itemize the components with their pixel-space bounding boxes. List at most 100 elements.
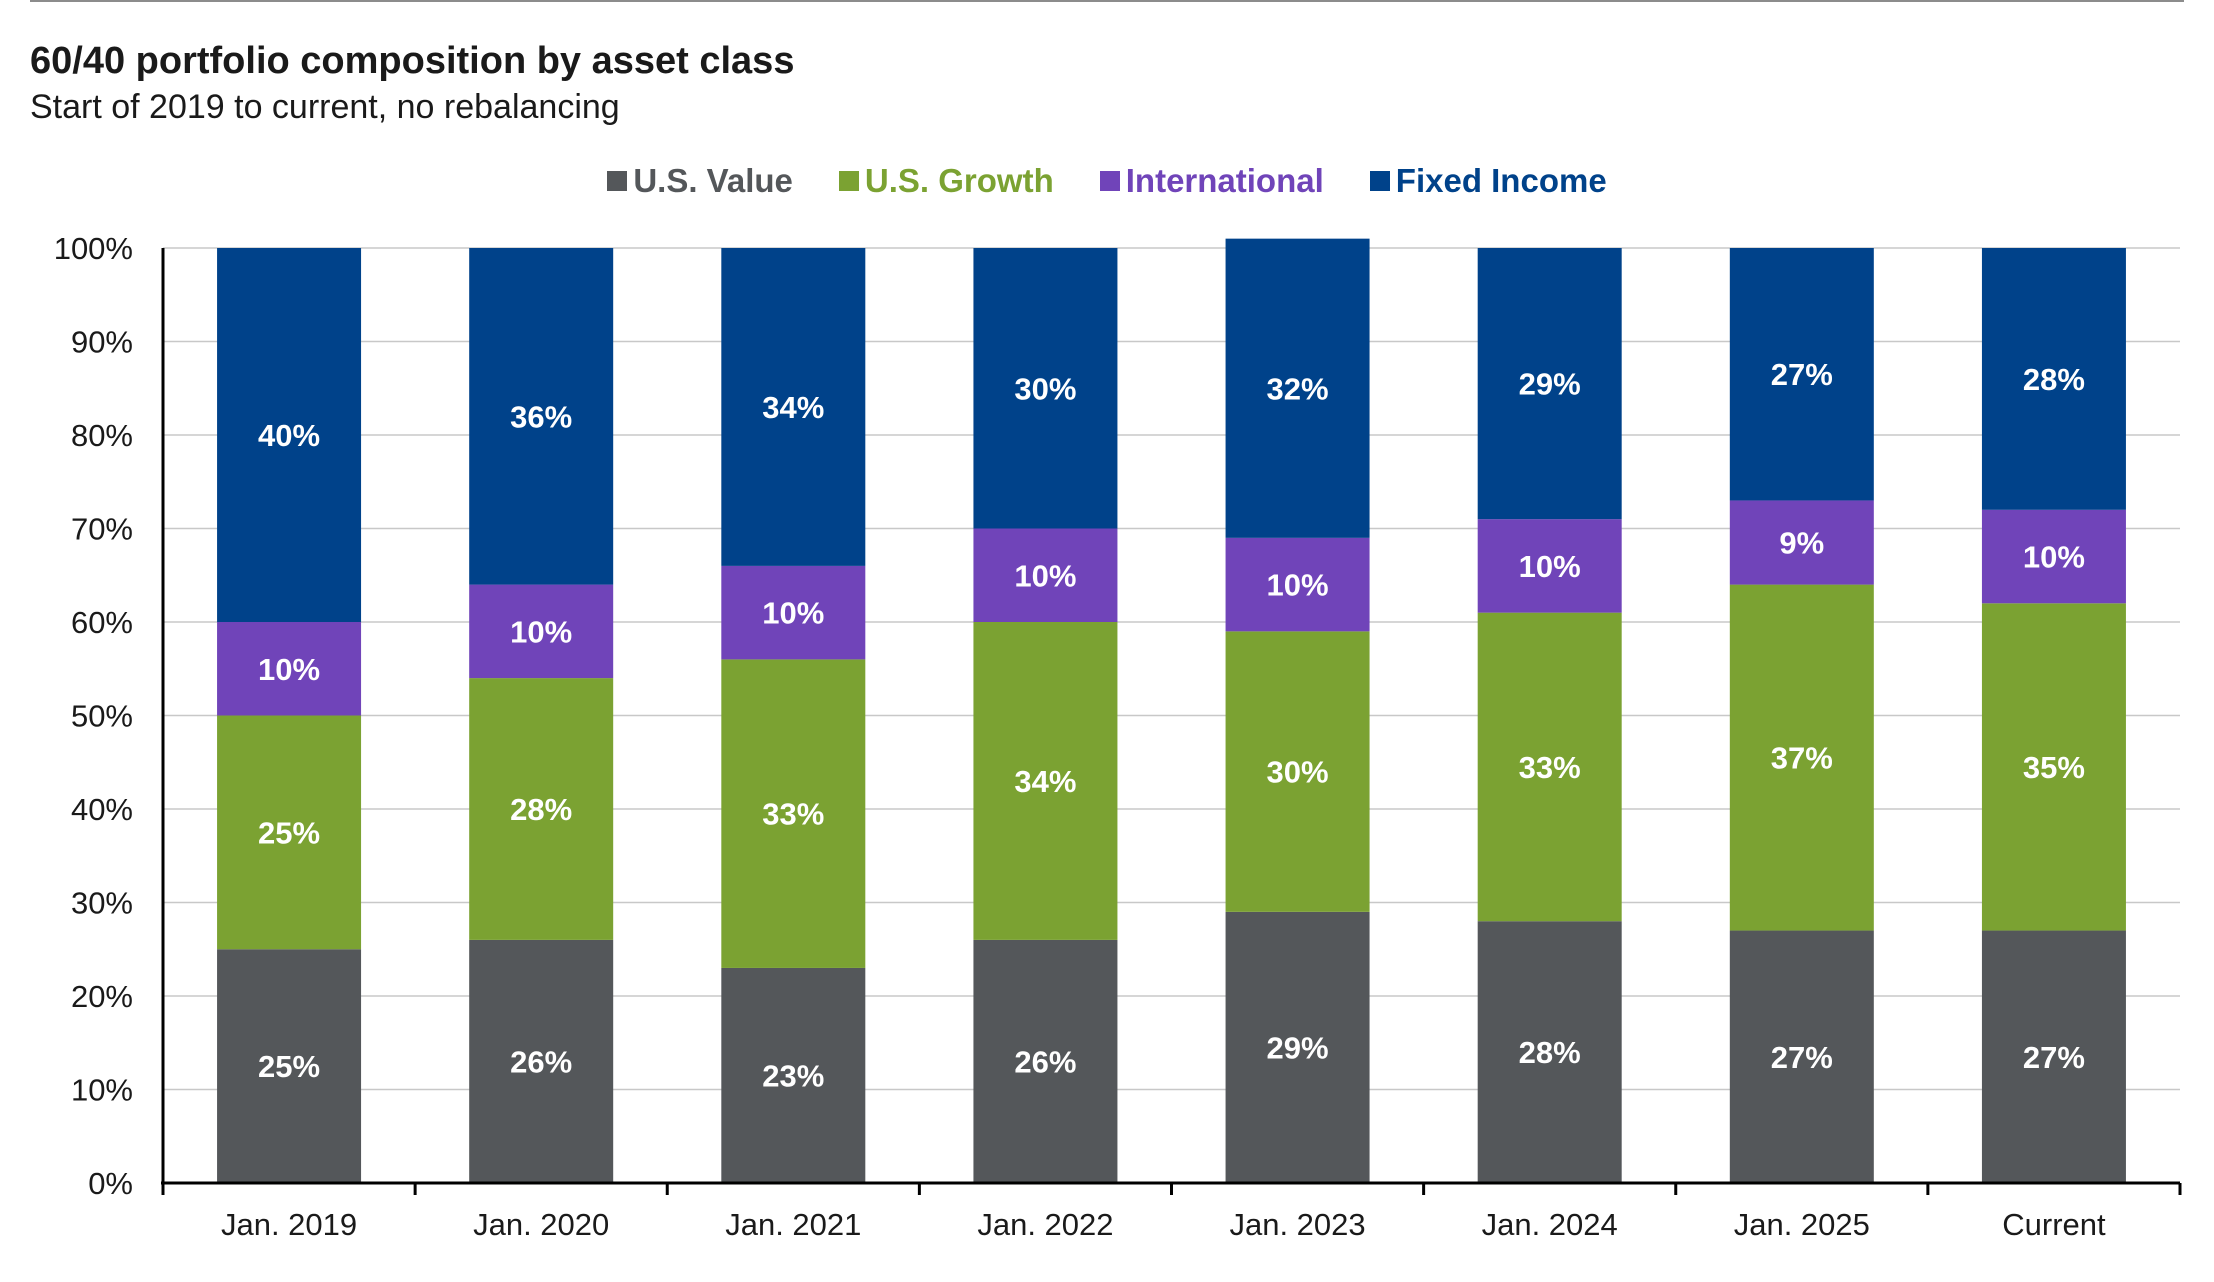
legend: U.S. Value U.S. Growth International Fix… [0, 162, 2214, 200]
data-label: 30% [1267, 755, 1329, 790]
bar-segment [1225, 911, 1370, 1183]
bar-segment [973, 622, 1118, 940]
bar-segment [721, 565, 866, 660]
bar-segment [721, 967, 866, 1183]
x-tick-label: Jan. 2025 [1734, 1207, 1870, 1242]
legend-item-us-value: U.S. Value [607, 162, 793, 200]
data-label: 10% [2023, 540, 2085, 575]
data-label: 10% [510, 614, 572, 649]
y-tick-label: 40% [71, 792, 133, 827]
bar-segment [217, 248, 362, 622]
legend-label-international: International [1125, 162, 1324, 199]
bar-segment [217, 622, 362, 716]
y-tick-label: 80% [71, 418, 133, 453]
y-tick-label: 60% [71, 605, 133, 640]
bar-segment [217, 715, 362, 950]
bar-segment [1981, 248, 2126, 510]
bar-segment [973, 528, 1118, 622]
data-label: 27% [1771, 357, 1833, 392]
bar-segment [469, 584, 614, 679]
data-label: 10% [762, 596, 824, 631]
x-tick-label: Jan. 2020 [473, 1207, 609, 1242]
bar-segment [1477, 248, 1622, 520]
y-tick-label: 70% [71, 512, 133, 547]
bar-segment [1981, 603, 2126, 931]
data-label: 25% [258, 815, 320, 850]
legend-item-international: International [1099, 162, 1324, 200]
chart-title: 60/40 portfolio composition by asset cla… [30, 40, 795, 82]
x-tick-label: Jan. 2021 [725, 1207, 861, 1242]
y-tick-label: 10% [71, 1073, 133, 1108]
bar-segment [1477, 612, 1622, 922]
bar-segment [1981, 930, 2126, 1183]
bar-segment [217, 949, 362, 1183]
data-label: 10% [258, 652, 320, 687]
bar-segment [1729, 930, 1874, 1183]
bar-segment [1729, 584, 1874, 931]
data-label: 33% [762, 797, 824, 832]
data-label: 30% [1014, 371, 1076, 406]
bar-segment [469, 678, 614, 940]
legend-label-fixed-income: Fixed Income [1395, 162, 1607, 199]
bar-segment [1225, 537, 1370, 632]
x-tick-label: Jan. 2023 [1229, 1207, 1365, 1242]
data-label: 29% [1519, 367, 1581, 402]
data-label: 10% [1267, 568, 1329, 603]
data-label: 37% [1771, 741, 1833, 776]
bar-segment [469, 939, 614, 1183]
bar-segment [1477, 519, 1622, 613]
x-tick-label: Jan. 2022 [977, 1207, 1113, 1242]
data-label: 36% [510, 399, 572, 434]
legend-item-us-growth: U.S. Growth [838, 162, 1054, 200]
x-tick-label: Jan. 2019 [221, 1207, 357, 1242]
data-label: 10% [1519, 549, 1581, 584]
y-tick-label: 90% [71, 325, 133, 360]
data-label: 23% [762, 1058, 824, 1093]
y-tick-label: 30% [71, 886, 133, 921]
data-label: 35% [2023, 750, 2085, 785]
bar-segment [469, 248, 614, 585]
bar-segment [1729, 248, 1874, 501]
y-tick-label: 50% [71, 699, 133, 734]
data-label: 33% [1519, 750, 1581, 785]
bar-segment [1225, 631, 1370, 912]
data-label: 34% [762, 390, 824, 425]
data-label: 10% [1014, 558, 1076, 593]
legend-swatch-international [1099, 171, 1120, 191]
data-label: 40% [258, 418, 320, 453]
chart-subtitle: Start of 2019 to current, no rebalancing [30, 88, 620, 126]
top-rule [30, 0, 2184, 2]
data-label: 34% [1014, 764, 1076, 799]
legend-item-fixed-income: Fixed Income [1369, 162, 1607, 200]
legend-swatch-us-value [607, 171, 628, 191]
data-label: 28% [1519, 1035, 1581, 1070]
y-tick-label: 0% [88, 1166, 133, 1201]
data-label: 27% [2023, 1040, 2085, 1075]
y-tick-label: 20% [71, 979, 133, 1014]
legend-swatch-fixed-income [1369, 171, 1390, 191]
legend-label-us-growth: U.S. Growth [864, 162, 1054, 199]
legend-swatch-us-growth [838, 171, 859, 191]
bar-segment [1729, 500, 1874, 585]
bar-segment [1981, 509, 2126, 604]
data-label: 26% [510, 1044, 572, 1079]
bar-segment [1225, 238, 1370, 538]
data-label: 25% [258, 1049, 320, 1084]
data-label: 32% [1267, 371, 1329, 406]
bar-segment [1477, 921, 1622, 1183]
bar-segment [721, 659, 866, 968]
x-tick-label: Jan. 2024 [1482, 1207, 1618, 1242]
y-tick-label: 100% [54, 231, 133, 266]
bar-segment [973, 939, 1118, 1183]
data-label: 26% [1014, 1044, 1076, 1079]
data-label: 28% [2023, 362, 2085, 397]
bar-segment [721, 248, 866, 566]
data-label: 27% [1771, 1040, 1833, 1075]
data-label: 28% [510, 792, 572, 827]
x-tick-label: Current [2002, 1207, 2106, 1242]
data-label: 9% [1779, 526, 1824, 561]
data-label: 29% [1267, 1030, 1329, 1065]
bar-segment [973, 248, 1118, 529]
legend-label-us-value: U.S. Value [633, 162, 793, 199]
